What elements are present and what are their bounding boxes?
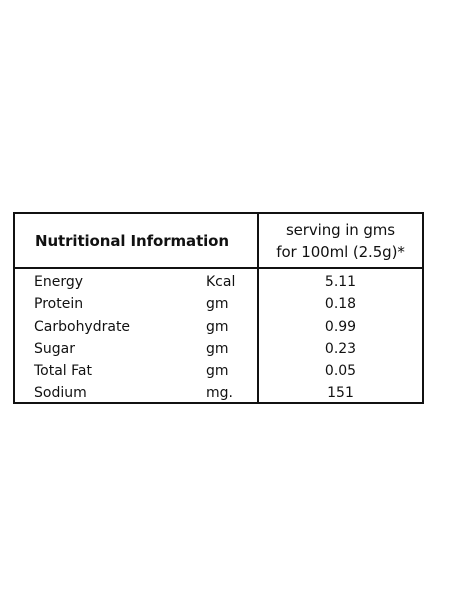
- table-row: Sugar gm 0.23: [15, 338, 422, 360]
- nutrient-name: Sugar: [34, 340, 75, 357]
- serving-header-line1: serving in gms: [285, 221, 396, 239]
- table-row: Energy Kcal 5.11: [15, 271, 422, 293]
- nutrition-table: Nutritional Information serving in gms f…: [13, 212, 424, 404]
- nutrient-name: Sodium: [34, 385, 87, 402]
- nutrient-value: 0.05: [324, 363, 357, 380]
- table-title: Nutritional Information: [35, 231, 229, 250]
- nutrient-unit: gm: [206, 318, 229, 335]
- serving-header: serving in gms for 100ml (2.5g)*: [259, 219, 422, 263]
- table-body: Energy Kcal 5.11 Protein gm 0.18 Carbohy…: [15, 271, 422, 405]
- nutrient-unit: gm: [206, 340, 229, 357]
- table-row: Carbohydrate gm 0.99: [15, 316, 422, 338]
- nutrient-value: 0.23: [324, 340, 357, 357]
- table-row: Protein gm 0.18: [15, 293, 422, 315]
- nutrient-name: Carbohydrate: [34, 318, 131, 335]
- nutrient-value: 0.99: [324, 318, 357, 335]
- table-row: Sodium mg. 151: [15, 382, 422, 404]
- table-header: Nutritional Information serving in gms f…: [15, 214, 422, 269]
- nutrient-name: Protein: [34, 296, 84, 313]
- table-row: Total Fat gm 0.05: [15, 360, 422, 382]
- nutrient-unit: gm: [206, 296, 229, 313]
- nutrient-unit: gm: [206, 363, 229, 380]
- nutrient-name: Energy: [34, 274, 84, 290]
- nutrient-unit: mg.: [206, 385, 233, 402]
- serving-header-line2: for 100ml (2.5g)*: [276, 243, 405, 261]
- nutrient-name: Total Fat: [34, 363, 92, 380]
- nutrient-value: 5.11: [324, 274, 357, 290]
- nutrient-value: 0.18: [324, 296, 357, 313]
- nutrient-unit: Kcal: [206, 274, 236, 290]
- column-divider: [257, 214, 259, 402]
- nutrient-value: 151: [327, 385, 354, 402]
